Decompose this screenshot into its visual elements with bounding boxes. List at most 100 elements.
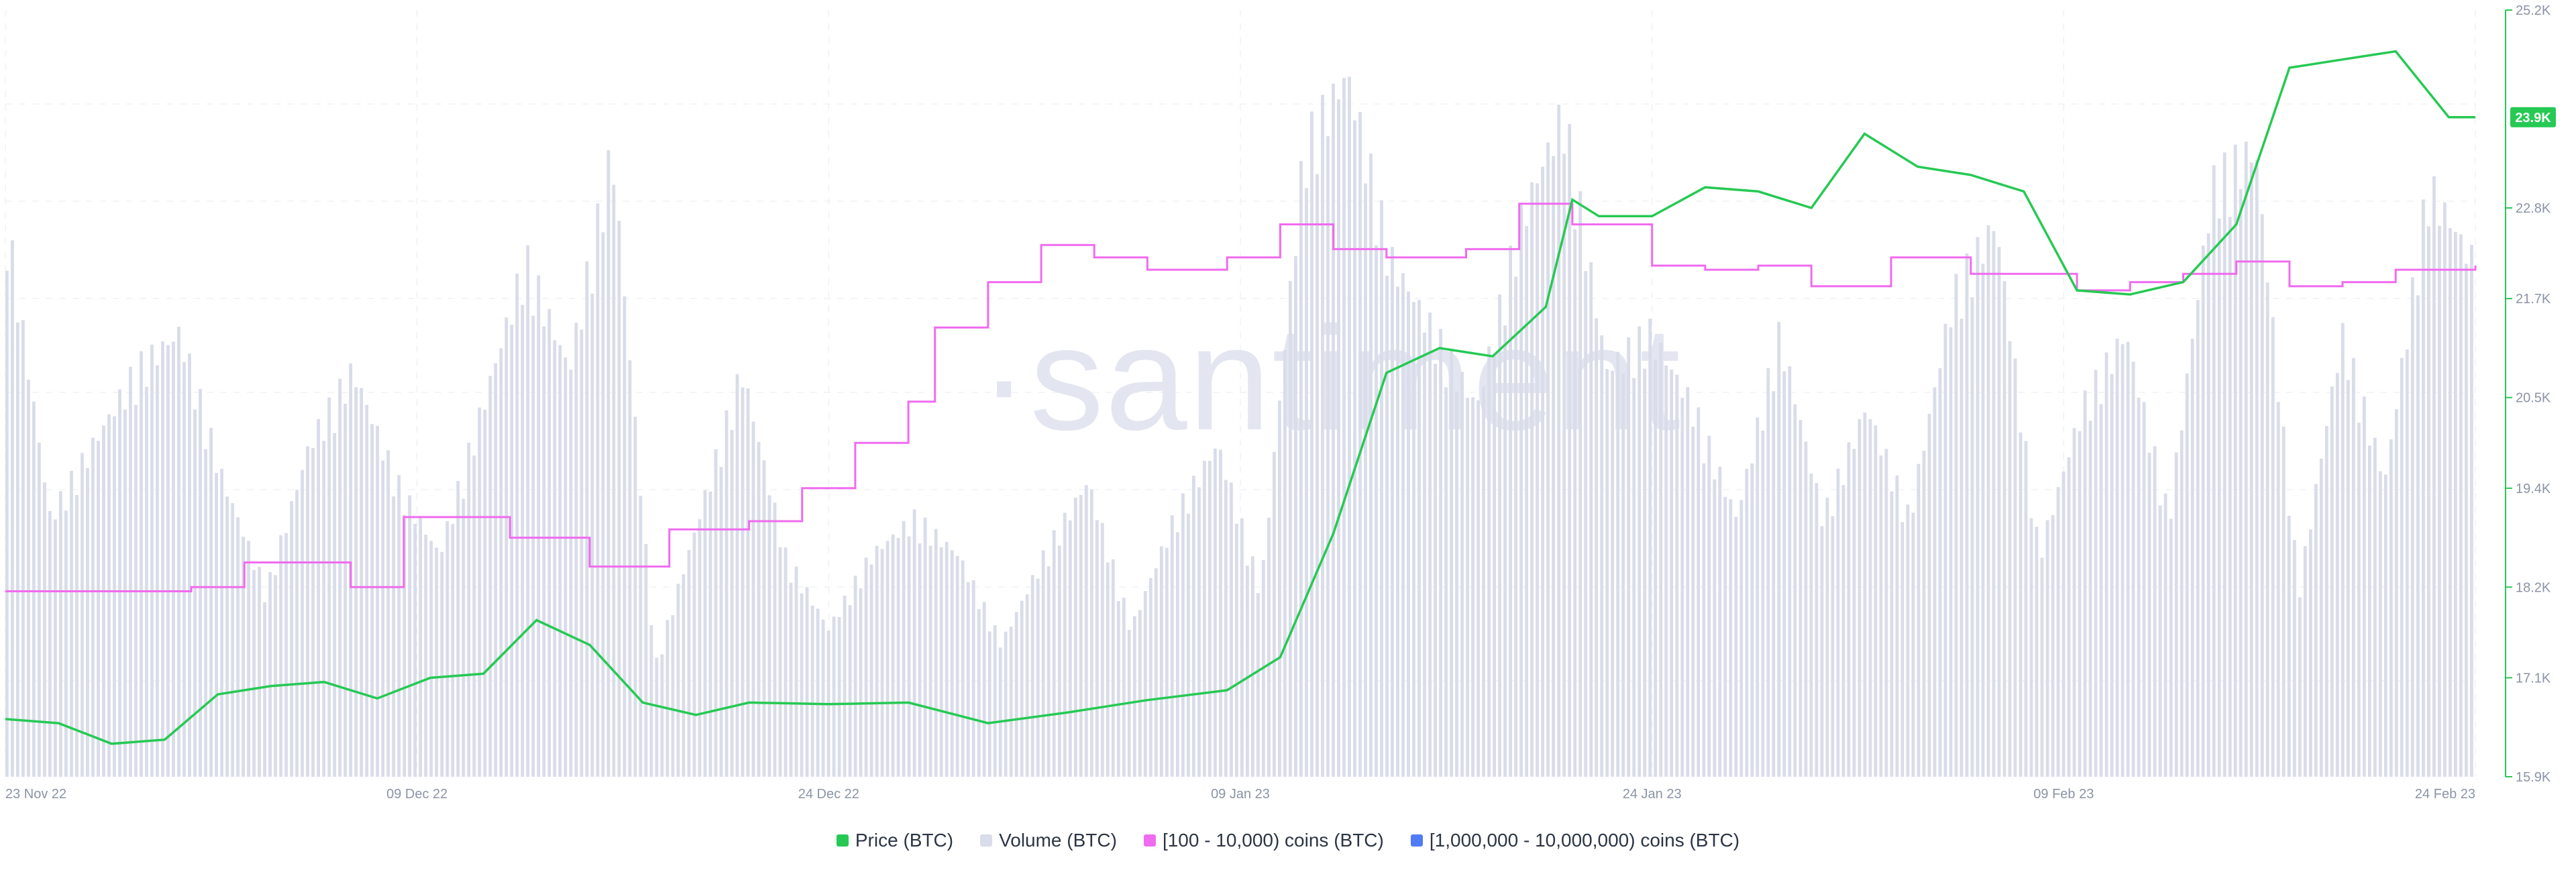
volume-bar xyxy=(794,566,798,777)
volume-bar xyxy=(692,532,696,777)
volume-bar xyxy=(853,576,857,777)
volume-bar xyxy=(258,567,261,777)
volume-bar xyxy=(1100,523,1104,777)
volume-bar xyxy=(209,427,213,777)
volume-bar xyxy=(2427,226,2430,777)
volume-bar xyxy=(462,498,466,777)
y-axis: 15.9K 17.1K 18.2K 19.4K 20.5K 21.7K 22.8K 25.2K xyxy=(2505,3,2551,785)
volume-bar xyxy=(370,424,374,777)
volume-bar xyxy=(1396,286,1399,777)
volume-bar xyxy=(2142,402,2146,777)
volume-bar xyxy=(1401,273,1405,777)
volume-bar xyxy=(1922,450,1926,777)
volume-bar xyxy=(1589,262,1593,777)
volume-bar xyxy=(2035,527,2039,777)
volume-bar xyxy=(279,535,282,777)
volume-bar xyxy=(1154,568,1158,777)
volume-bar xyxy=(274,575,277,777)
volume-bar xyxy=(1729,499,1733,777)
legend-swatch xyxy=(980,834,993,847)
volume-bar xyxy=(1976,237,1980,777)
volume-bar xyxy=(843,596,847,777)
series-line-price xyxy=(5,50,2475,745)
volume-bar xyxy=(1906,504,1910,777)
volume-bar xyxy=(2287,515,2291,777)
volume-bar xyxy=(2163,493,2167,777)
volume-bar xyxy=(1358,112,1362,777)
volume-bar xyxy=(1014,612,1018,777)
volume-bar xyxy=(1879,455,1883,777)
volume-bar xyxy=(580,329,584,777)
volume-bar xyxy=(306,446,309,777)
volume-bar xyxy=(2115,338,2119,777)
volume-bar xyxy=(2201,246,2205,777)
volume-bar xyxy=(1143,591,1147,777)
volume-bar xyxy=(1772,391,1776,777)
x-tick-label: 09 Jan 23 xyxy=(1211,787,1270,802)
volume-bar xyxy=(891,534,895,777)
volume-bar xyxy=(1063,512,1067,777)
legend-swatch xyxy=(836,834,849,847)
legend-swatch xyxy=(1143,834,1156,847)
volume-bar xyxy=(2190,338,2194,777)
volume-bar xyxy=(1793,404,1797,777)
volume-bar xyxy=(1890,491,1894,777)
volume-bar xyxy=(1595,318,1599,777)
volume-bar xyxy=(757,441,761,777)
volume-bar xyxy=(402,514,407,777)
volume-bar xyxy=(172,341,175,777)
volume-bar xyxy=(1670,370,1674,777)
volume-bar xyxy=(708,491,712,777)
volume-bar xyxy=(2222,152,2226,777)
volume-bar xyxy=(1203,460,1206,777)
volume-bar xyxy=(1927,413,1931,777)
volume-bar xyxy=(2319,458,2323,777)
volume-bar xyxy=(676,584,680,777)
volume-bar xyxy=(188,353,191,777)
volume-bar xyxy=(810,605,814,777)
volume-bar xyxy=(2083,390,2087,777)
legend-item[interactable]: [100 - 10,000) coins (BTC) xyxy=(1143,830,1384,851)
volume-bar xyxy=(1863,413,1867,777)
volume-bar xyxy=(784,547,788,777)
volume-bar xyxy=(392,496,396,777)
volume-bar xyxy=(1423,332,1426,777)
x-tick-label: 24 Jan 23 xyxy=(1623,787,1682,802)
volume-bar xyxy=(48,510,52,777)
volume-bar xyxy=(2400,358,2404,777)
volume-bar xyxy=(376,425,380,777)
volume-bar xyxy=(1734,516,1738,777)
volume-bar xyxy=(2212,165,2216,777)
legend-item[interactable]: Price (BTC) xyxy=(836,830,953,851)
volume-bar xyxy=(977,609,981,777)
volume-bar xyxy=(1230,482,1233,777)
volume-bar xyxy=(1170,515,1174,777)
volume-bar xyxy=(1041,550,1045,777)
volume-bar xyxy=(1278,400,1281,777)
volume-bar xyxy=(531,315,535,777)
volume-bar xyxy=(445,521,449,777)
volume-bar xyxy=(966,582,970,777)
volume-bar xyxy=(1815,483,1819,777)
volume-bar xyxy=(1621,373,1625,777)
volume-bar xyxy=(2072,428,2076,777)
volume-bar xyxy=(1353,120,1356,777)
volume-bar xyxy=(1046,566,1051,777)
volume-bar xyxy=(1326,136,1330,777)
volume-bar xyxy=(837,617,841,777)
legend-item[interactable]: Volume (BTC) xyxy=(980,830,1117,851)
volume-bar xyxy=(800,593,804,777)
volume-bar xyxy=(80,453,84,777)
volume-bar xyxy=(1750,463,1754,777)
volume-bar xyxy=(2255,159,2259,777)
volume-bar xyxy=(660,654,664,777)
volume-bar xyxy=(1181,493,1185,777)
volume-bar xyxy=(526,245,530,777)
volume-bar xyxy=(2056,487,2060,777)
volume-bar xyxy=(1697,407,1701,777)
y-tick-label: 15.9K xyxy=(2516,770,2551,785)
legend-item[interactable]: [1,000,000 - 10,000,000) coins (BTC) xyxy=(1410,830,1739,851)
legend-swatch xyxy=(1410,834,1423,847)
volume-bar xyxy=(150,344,154,777)
volume-bar xyxy=(360,388,364,777)
